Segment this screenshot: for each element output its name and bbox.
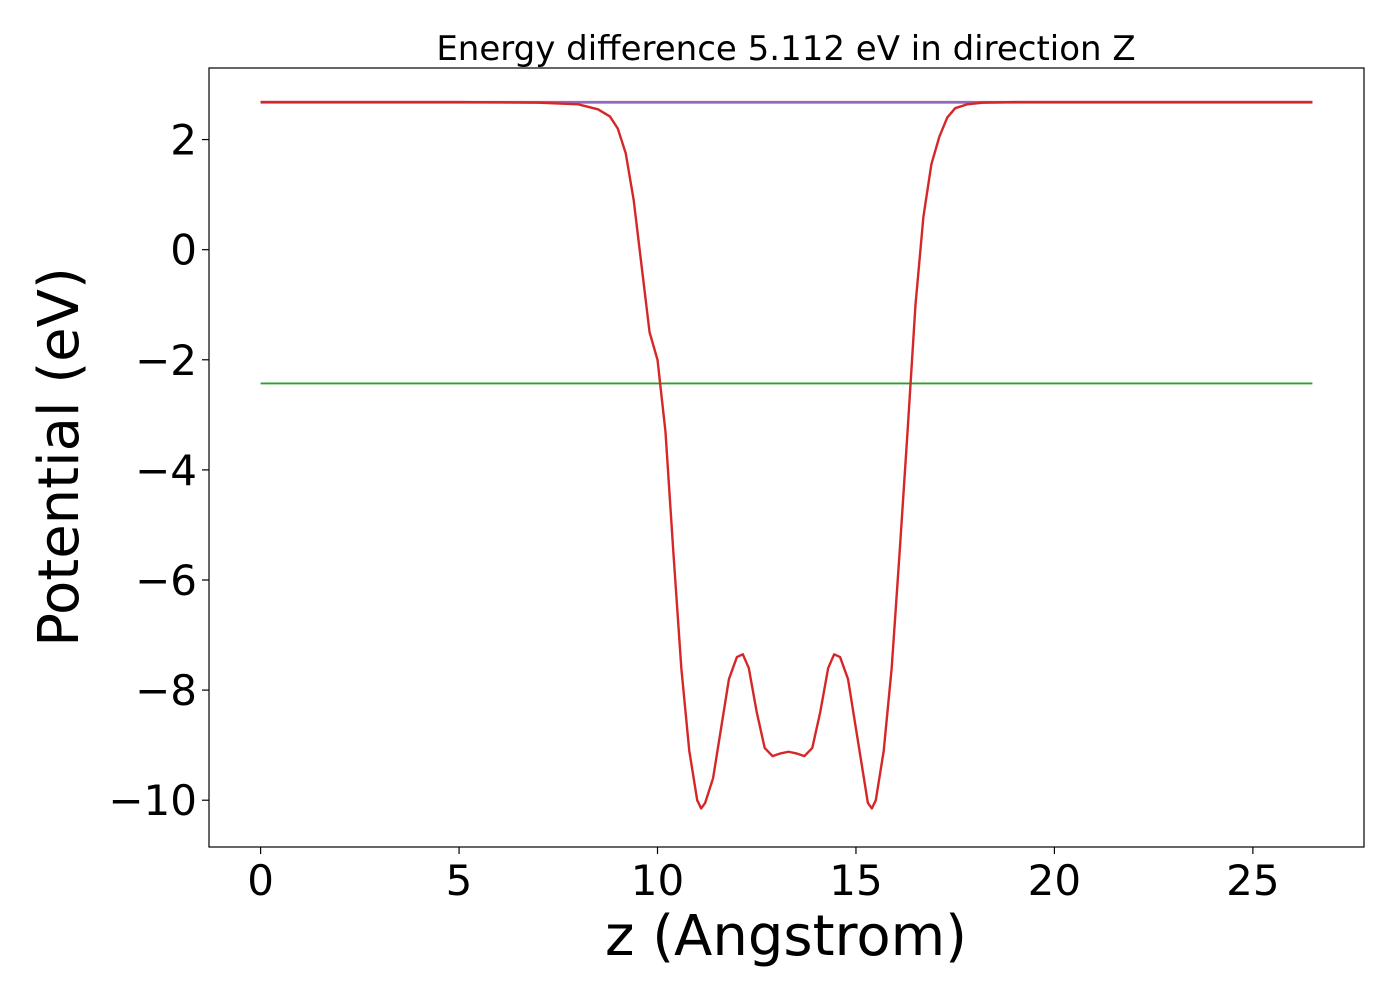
y-tick-label: −6 (135, 556, 197, 605)
y-tick-label: −4 (135, 446, 197, 495)
y-tick-label: 2 (170, 116, 197, 165)
series-line-3 (260, 100, 1313, 810)
x-tick-label: 5 (446, 856, 473, 905)
x-tick-label: 0 (247, 856, 274, 905)
x-tick-label: 10 (631, 856, 684, 905)
y-tick-label: 0 (170, 226, 197, 275)
y-tick-label: −2 (135, 336, 197, 385)
x-axis: 0 5 10 15 20 25 (247, 847, 1280, 905)
y-tick-label: −8 (135, 666, 197, 715)
x-tick-label: 25 (1226, 856, 1279, 905)
y-tick-label: −10 (108, 776, 197, 825)
plot-frame (208, 67, 1365, 848)
y-axis: 2 0 −2 −4 −6 −8 −10 (108, 116, 209, 825)
x-axis-label: z (Angstrom) (605, 904, 967, 969)
chart-title: Energy difference 5.112 eV in direction … (436, 29, 1135, 69)
x-tick-label: 15 (829, 856, 882, 905)
plot-area (260, 100, 1313, 810)
y-axis-label: Potential (eV) (27, 267, 92, 647)
x-tick-label: 20 (1028, 856, 1081, 905)
